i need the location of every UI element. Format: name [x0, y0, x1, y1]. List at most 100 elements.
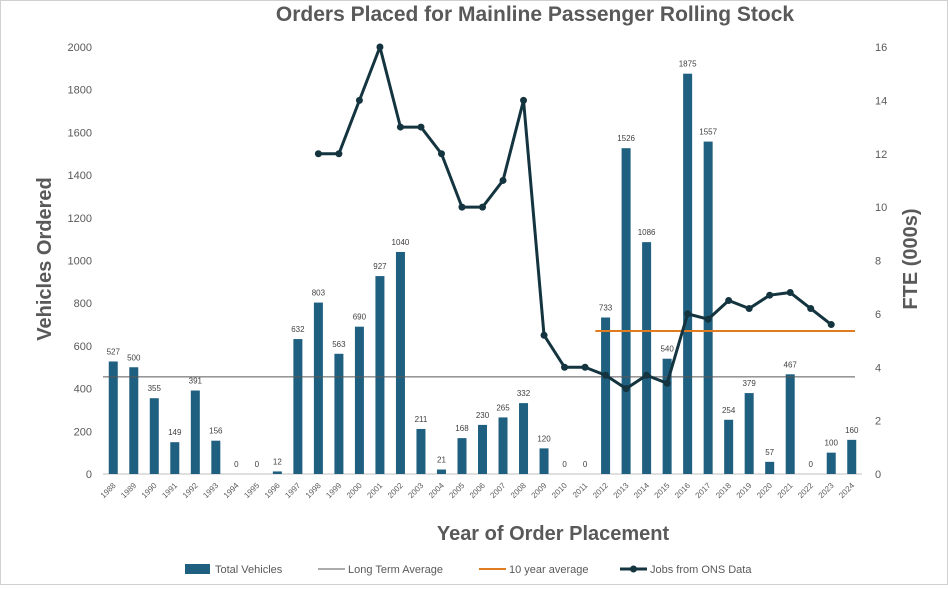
bar-1996: [272, 471, 282, 474]
bar-label-2023: 100: [825, 439, 839, 448]
bar-label-2002: 1040: [392, 238, 410, 247]
y-tick-label: 1400: [68, 170, 92, 182]
jobs-point-2022: [807, 305, 815, 313]
bar-1988: [108, 361, 118, 474]
legend-label-jobs-from-ons-data: Jobs from ONS Data: [650, 564, 752, 576]
bar-2017: [703, 141, 713, 474]
x-tick-label: 2001: [365, 481, 384, 500]
bar-2002: [395, 251, 405, 474]
jobs-point-2004: [437, 150, 445, 158]
bar-2009: [539, 448, 549, 474]
jobs-point-2002: [396, 123, 404, 131]
y-tick-label: 600: [74, 341, 92, 353]
chart-title: Orders Placed for Mainline Passenger Rol…: [276, 3, 794, 26]
x-tick-label: 2003: [406, 481, 425, 500]
bar-label-2000: 690: [353, 313, 367, 322]
jobs-point-2005: [458, 203, 466, 211]
x-tick-label: 1993: [201, 481, 220, 500]
jobs-line: [318, 45, 833, 391]
jobs-point-2011: [581, 363, 589, 371]
y-tick-label: 1200: [68, 213, 92, 225]
bar-2000: [354, 326, 364, 474]
bar-2023: [826, 452, 836, 474]
bar-2008: [519, 403, 529, 474]
x-tick-label: 2018: [714, 481, 733, 500]
bar-label-1995: 0: [255, 460, 260, 469]
y2-tick-label: 4: [875, 362, 881, 374]
bar-2005: [457, 438, 467, 474]
jobs-point-1999: [335, 150, 343, 158]
x-tick-label: 1999: [324, 481, 343, 500]
x-axis-label: Year of Order Placement: [437, 523, 670, 545]
x-tick-label: 1990: [140, 481, 159, 500]
jobs-point-2000: [355, 96, 363, 104]
jobs-point-2003: [417, 123, 425, 131]
y2-tick-label: 6: [875, 309, 881, 321]
bar-label-2016: 1875: [679, 60, 697, 69]
y-tick-label: 1600: [68, 127, 92, 139]
legend-marker-jobs-from-ons-data: [630, 565, 637, 573]
bar-label-2005: 168: [455, 424, 469, 433]
bar-label-2007: 265: [496, 403, 510, 412]
y-axis-ticks: 0 200 400 600 800 1000 1200 1400 1600 1800 2000: [68, 42, 92, 481]
bar-label-1998: 803: [312, 289, 326, 298]
y2-tick-label: 8: [875, 256, 881, 268]
x-tick-label: 1988: [99, 481, 118, 500]
y-tick-label: 800: [74, 298, 92, 310]
bar-label-2008: 332: [517, 389, 531, 398]
y-tick-label: 400: [74, 384, 92, 396]
y-axis-label: Vehicles Ordered: [34, 177, 56, 340]
jobs-point-2021: [786, 289, 794, 297]
x-tick-label: 2021: [776, 481, 795, 500]
y2-tick-label: 16: [875, 42, 887, 54]
bar-label-2014: 1086: [638, 228, 656, 237]
x-tick-label: 2023: [817, 481, 836, 500]
bar-data-labels: 527 500 355 149 391 156 0 0 12 632 803 563 690 927 104…: [107, 60, 859, 469]
bar-2013: [621, 148, 631, 474]
bar-label-2011: 0: [583, 460, 588, 469]
x-tick-label: 2009: [530, 481, 549, 500]
x-tick-label: 1994: [222, 481, 241, 500]
bar-2015: [662, 358, 672, 474]
x-tick-label: 2005: [447, 481, 466, 500]
bar-2024: [847, 439, 857, 474]
x-tick-label: 1995: [242, 481, 261, 500]
jobs-point-2007: [499, 176, 507, 184]
bar-label-2001: 927: [373, 262, 387, 271]
bar-label-2017: 1557: [699, 128, 717, 137]
bar-2012: [601, 317, 611, 474]
bar-1998: [313, 302, 323, 474]
bar-label-1992: 391: [189, 377, 203, 386]
bar-label-2003: 211: [415, 415, 428, 424]
bar-2004: [436, 469, 446, 474]
x-tick-label: 2012: [591, 481, 610, 500]
bar-1993: [211, 440, 221, 474]
x-tick-label: 2004: [427, 481, 446, 500]
x-tick-label: 2000: [345, 481, 364, 500]
jobs-point-1998: [314, 150, 322, 158]
y2-axis-ticks: 0 2 4 6 8 10 12 14 16: [875, 42, 887, 481]
bar-label-2018: 254: [722, 406, 736, 415]
x-tick-label: 1998: [304, 481, 323, 500]
jobs-point-2014: [643, 371, 651, 379]
bar-label-2013: 1526: [617, 134, 635, 143]
bar-label-1989: 500: [127, 353, 141, 362]
bar-label-2024: 160: [845, 426, 859, 435]
bar-label-2012: 733: [599, 304, 613, 313]
jobs-point-2001: [376, 43, 384, 51]
bar-label-2010: 0: [562, 460, 567, 469]
x-tick-label: 2006: [468, 481, 487, 500]
bar-2006: [478, 424, 487, 474]
x-tick-label: 1997: [283, 481, 302, 500]
x-tick-label: 2010: [550, 481, 569, 500]
x-tick-label: 1989: [119, 481, 138, 500]
y-tick-label: 1800: [68, 85, 92, 97]
x-axis-ticks: 1988 1989 1990 1991 1992 1993 1994 1995 1996 1997…: [99, 473, 862, 500]
bar-label-1993: 156: [209, 427, 223, 436]
bar-2016: [683, 73, 693, 474]
x-tick-label: 2020: [755, 481, 774, 500]
bar-label-2019: 379: [742, 379, 756, 388]
bar-2001: [375, 276, 385, 474]
x-tick-label: 2019: [735, 481, 754, 500]
